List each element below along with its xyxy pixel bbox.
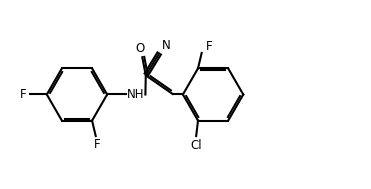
Text: Cl: Cl [190,139,202,152]
Text: NH: NH [127,88,144,101]
Text: O: O [136,42,145,55]
Text: N: N [162,39,171,52]
Text: F: F [94,138,101,151]
Text: F: F [206,40,212,53]
Text: F: F [20,88,26,101]
